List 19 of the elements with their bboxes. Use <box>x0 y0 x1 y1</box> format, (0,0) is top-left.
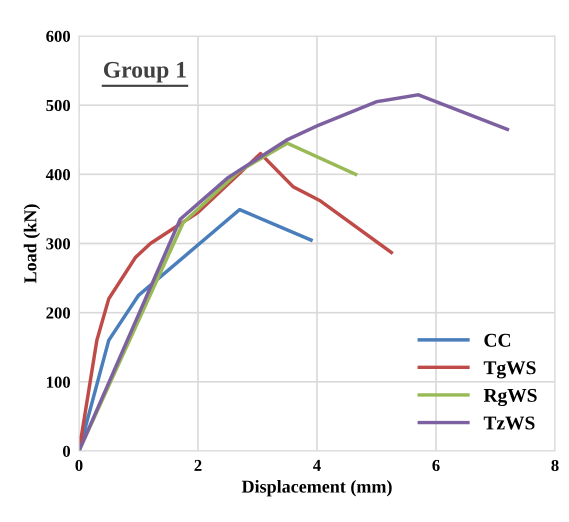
x-tick-label: 2 <box>194 460 202 471</box>
x-axis-title: Displacement (mm) <box>242 480 392 496</box>
legend-label: TzWS <box>484 416 535 430</box>
y-tick-label: 200 <box>46 307 70 319</box>
y-tick-label: 500 <box>46 100 70 112</box>
y-axis-title: Load (kN) <box>24 204 40 284</box>
x-tick-label: 6 <box>432 460 440 472</box>
y-tick-label: 600 <box>46 30 70 42</box>
y-tick-label: 400 <box>46 169 70 180</box>
y-tick-label: 100 <box>47 376 70 388</box>
y-tick-label: 300 <box>46 238 70 250</box>
text: Group 1 <box>104 62 186 83</box>
x-tick-label: 8 <box>551 460 559 472</box>
x-tick-label: 4 <box>313 460 321 471</box>
legend-label: RgWS <box>484 388 537 406</box>
y-tick-label: 0 <box>62 446 70 457</box>
legend-label: CC <box>484 334 510 347</box>
legend-label: TgWS <box>484 361 536 378</box>
x-tick-label: 0 <box>75 460 83 472</box>
